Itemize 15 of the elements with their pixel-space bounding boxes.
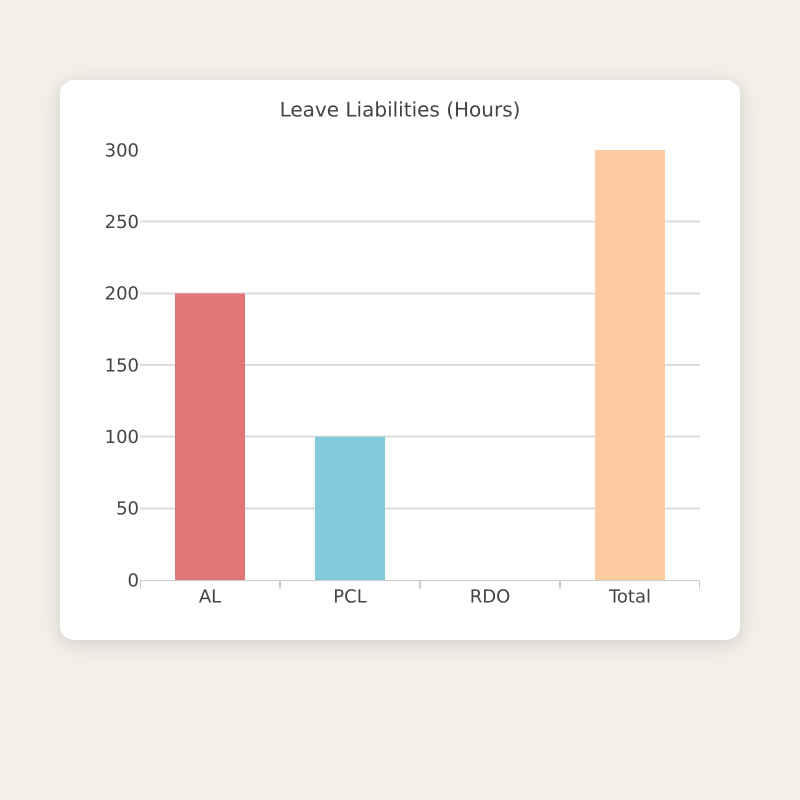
- y-tick-label: 50: [116, 498, 139, 520]
- x-tick-label: PCL: [333, 586, 367, 608]
- y-tick-label: 0: [128, 570, 139, 592]
- bar: [315, 436, 385, 580]
- y-tick-label: 200: [104, 284, 139, 305]
- y-tick-label: 300: [104, 140, 139, 162]
- y-tick-label: 100: [104, 426, 139, 448]
- x-tick-label: RDO: [470, 586, 510, 608]
- bar: [595, 150, 665, 580]
- bar: [175, 293, 245, 580]
- chart-title: Leave Liabilities (Hours): [280, 97, 520, 122]
- y-tick-label: 250: [104, 212, 139, 233]
- x-tick-label: Total: [608, 586, 652, 608]
- y-tick-label: 150: [104, 355, 139, 376]
- x-tick-label: AL: [198, 586, 222, 608]
